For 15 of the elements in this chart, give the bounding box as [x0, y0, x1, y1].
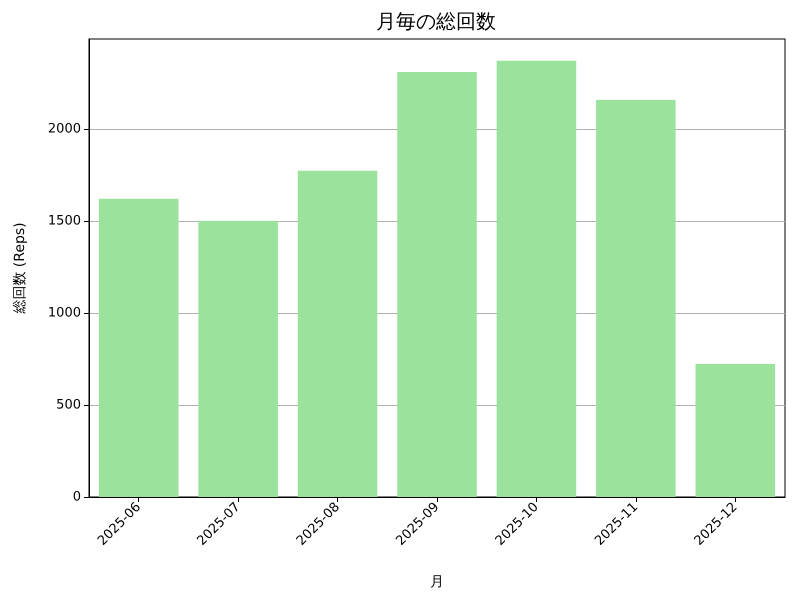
bar — [596, 100, 676, 497]
bar — [397, 72, 477, 497]
y-tick-label: 2000 — [48, 121, 81, 136]
bar — [496, 60, 576, 497]
bar — [198, 220, 278, 497]
bar — [298, 170, 378, 497]
bar — [98, 198, 178, 497]
y-tick-label: 1500 — [48, 213, 81, 228]
x-axis-title: 月 — [430, 574, 444, 590]
y-tick-label: 500 — [56, 397, 81, 412]
chart-title: 月毎の総回数 — [376, 9, 496, 33]
bar — [696, 364, 776, 497]
y-tick-label: 0 — [72, 490, 81, 504]
y-tick-label: 1000 — [48, 305, 81, 320]
y-axis-title: 総回数 (Reps) — [12, 222, 28, 315]
